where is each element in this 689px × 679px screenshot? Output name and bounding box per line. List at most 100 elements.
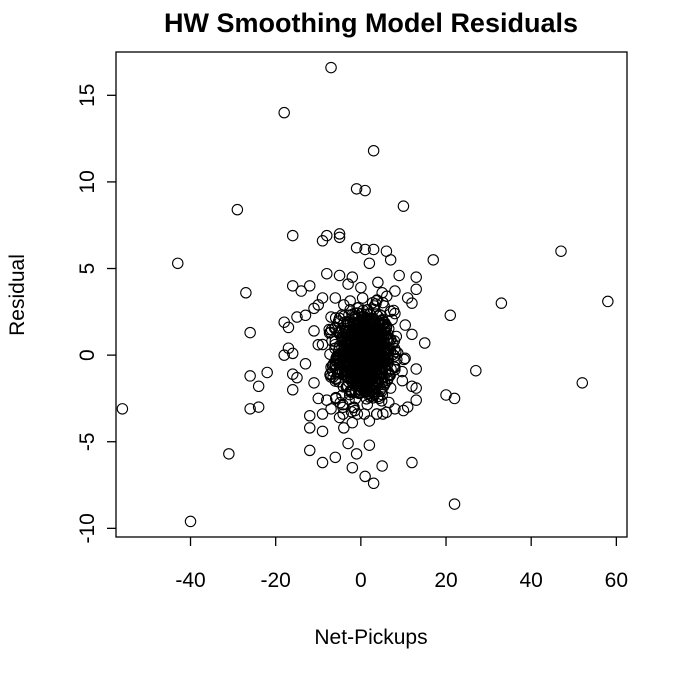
data-point [371, 408, 383, 420]
data-point [375, 372, 388, 385]
data-point [344, 323, 356, 336]
data-point [286, 368, 299, 380]
data-point [286, 384, 299, 396]
y-tick-label: -10 [76, 513, 99, 543]
data-point [346, 461, 359, 474]
data-point [343, 309, 355, 321]
data-point [346, 271, 359, 283]
data-point [299, 309, 312, 322]
data-point [406, 297, 418, 309]
data-point [333, 411, 346, 424]
data-point [381, 352, 394, 364]
data-point [316, 456, 329, 469]
data-point [325, 371, 337, 383]
data-point [325, 403, 337, 415]
data-point [372, 310, 384, 323]
data-point [355, 281, 367, 294]
data-point [355, 381, 367, 393]
x-tick-label: 40 [520, 569, 543, 592]
data-point [555, 245, 567, 257]
data-point [351, 408, 364, 420]
data-point [303, 409, 316, 422]
data-point [295, 285, 307, 297]
data-point [370, 340, 382, 353]
y-axis: -10 -5 0 5 10 15 [76, 84, 116, 544]
data-point [299, 358, 312, 370]
data-point [384, 254, 397, 266]
data-point [321, 267, 333, 280]
data-point [397, 404, 410, 417]
data-point [330, 392, 342, 405]
data-point [336, 322, 349, 334]
data-point [363, 439, 376, 451]
data-point [244, 403, 256, 415]
y-tick-label: -5 [76, 432, 99, 451]
data-point [312, 299, 325, 311]
data-point [389, 403, 401, 415]
data-point [375, 395, 388, 407]
data-point [495, 297, 508, 309]
data-point [406, 456, 418, 469]
data-point [359, 184, 371, 197]
data-point [240, 287, 252, 299]
data-point [410, 271, 422, 283]
y-tick-label: 5 [76, 263, 99, 275]
data-point [303, 422, 316, 434]
data-point [338, 422, 350, 434]
data-point [381, 290, 393, 302]
data-point [231, 203, 244, 216]
data-point [351, 307, 363, 319]
data-point [348, 313, 361, 326]
data-point [602, 295, 614, 308]
data-point [389, 285, 401, 297]
data-point [308, 302, 320, 315]
data-point [223, 448, 235, 460]
data-point [326, 335, 338, 347]
data-point [361, 380, 373, 393]
data-point [359, 325, 371, 338]
data-point [332, 345, 345, 357]
data-point [349, 404, 361, 417]
data-point [184, 515, 197, 528]
data-point [388, 350, 401, 362]
x-tick-label: -20 [261, 569, 291, 592]
data-point [448, 392, 461, 405]
x-tick-label: 0 [355, 569, 367, 592]
data-point [244, 326, 256, 339]
data-point [326, 365, 339, 377]
data-point [370, 308, 383, 320]
data-point [335, 309, 348, 321]
data-point [388, 335, 401, 347]
data-point [399, 352, 411, 365]
data-point [576, 377, 589, 389]
data-point [343, 360, 356, 372]
data-point [393, 269, 405, 282]
data-point [399, 319, 411, 331]
x-tick-label: 60 [605, 569, 628, 592]
data-point [325, 61, 337, 74]
data-point [367, 144, 380, 157]
data-point [308, 325, 320, 337]
data-point [346, 416, 359, 429]
data-point [360, 327, 373, 339]
data-point [406, 328, 418, 341]
data-point [316, 292, 329, 304]
data-point [316, 408, 329, 420]
data-point [303, 444, 316, 457]
data-point [172, 257, 184, 270]
data-point [358, 313, 370, 325]
data-point [361, 366, 373, 378]
x-tick-label: -40 [175, 569, 205, 592]
data-point [389, 363, 401, 376]
y-tick-label: 15 [76, 84, 99, 107]
data-point [337, 359, 349, 371]
data-points [116, 61, 614, 528]
data-point [387, 304, 400, 317]
data-point [342, 437, 354, 450]
data-point [332, 315, 345, 327]
data-point [278, 349, 290, 361]
data-point [377, 408, 389, 420]
data-point [448, 498, 461, 510]
data-point [470, 364, 482, 377]
